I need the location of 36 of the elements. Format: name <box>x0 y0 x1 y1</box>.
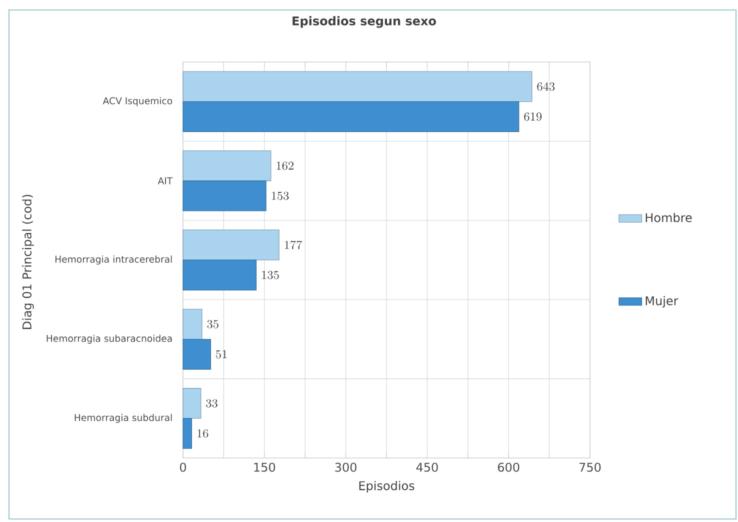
x-tick-label: 750 <box>580 462 601 472</box>
bar <box>182 418 192 449</box>
data-label: 35 <box>207 320 218 328</box>
legend-label: Hombre <box>646 212 692 222</box>
bar <box>182 180 266 212</box>
data-label: 51 <box>216 350 227 358</box>
legend-label: Mujer <box>646 296 678 308</box>
x-tick-label: 600 <box>498 462 520 472</box>
y-tick-label: Hemorragia subaracnoidea <box>46 334 172 344</box>
data-label: 153 <box>272 192 289 200</box>
data-label: 135 <box>262 270 279 280</box>
data-label: 619 <box>524 112 542 121</box>
x-axis-title: Episodios <box>359 480 414 493</box>
bar <box>182 150 272 182</box>
x-tick-label: 450 <box>416 462 438 472</box>
data-label: 643 <box>537 82 555 91</box>
bar <box>182 230 280 260</box>
bar <box>182 388 202 419</box>
x-tick-label: 150 <box>254 462 276 472</box>
x-tick-label: 300 <box>335 462 356 472</box>
data-label: 16 <box>198 429 208 438</box>
bar <box>182 71 532 102</box>
bar <box>182 260 257 290</box>
bar <box>182 308 202 340</box>
bar <box>182 101 520 132</box>
data-label: 162 <box>276 162 294 170</box>
x-tick-label: 0 <box>180 462 186 472</box>
y-tick-label: Hemorragia intracerebral <box>55 255 172 265</box>
y-tick-label: ACV Isquemico <box>102 97 172 106</box>
y-axis-title: Diag 01 Principal (cod) <box>22 194 34 329</box>
y-tick-label: Hemorragia subdural <box>74 414 172 423</box>
data-label: 33 <box>206 399 218 408</box>
data-label: 177 <box>284 240 302 250</box>
y-tick-label: AIT <box>158 177 173 184</box>
chart-title: Episodios segun sexo <box>292 16 436 28</box>
bar <box>182 338 211 370</box>
